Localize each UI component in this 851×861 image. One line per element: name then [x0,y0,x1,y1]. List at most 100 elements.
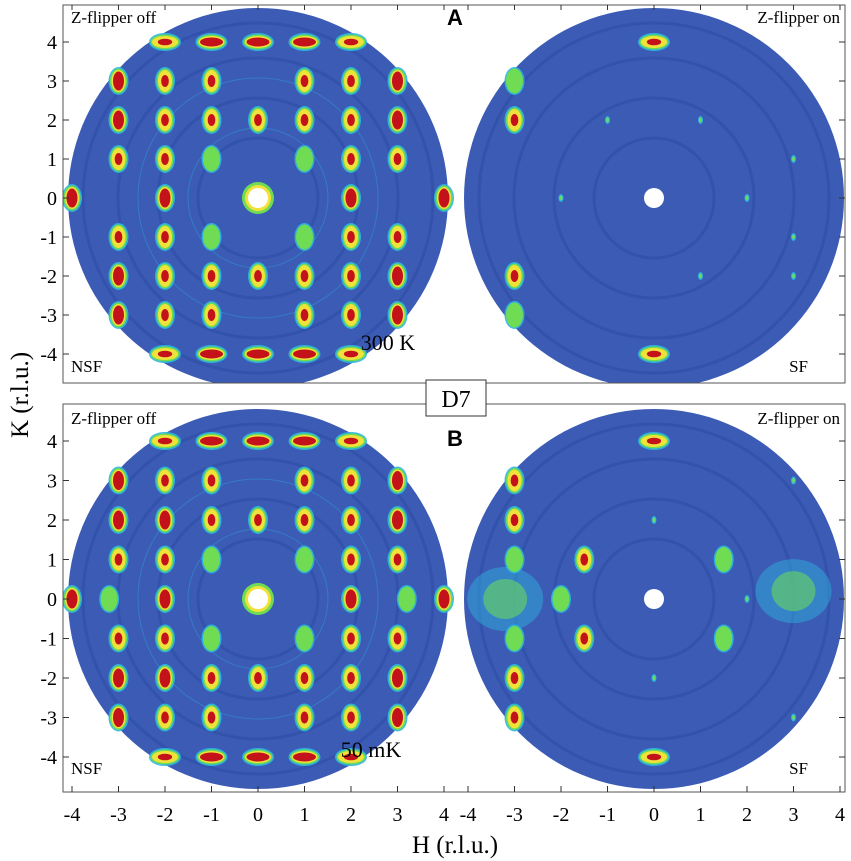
map-b-left [63,409,454,789]
x-tick-label: 0 [253,804,263,826]
y-axis-title: K (r.l.u.) [7,352,34,438]
x-tick-label: 3 [789,804,799,826]
bragg-peak [294,624,315,653]
bragg-peak [195,432,228,450]
bragg-peak [504,67,525,95]
x-tick-label: -2 [157,804,174,826]
bragg-peak [341,184,361,212]
bragg-peak [341,301,361,329]
bragg-peak [248,262,268,290]
y-tick-label: 1 [47,149,57,171]
beam-stop [644,188,664,208]
bragg-peak [387,262,408,290]
bragg-peak [201,703,222,732]
x-tick-label: 0 [649,804,659,826]
bragg-peak [744,595,750,603]
bragg-peak [387,545,408,574]
bragg-peak [791,272,796,280]
bragg-peak [248,106,268,134]
bragg-peak [195,748,228,766]
bragg-peak [791,476,796,485]
bragg-peak [551,585,571,613]
x-axis-title: H (r.l.u.) [412,832,498,859]
x-tick-label: -4 [64,804,81,826]
bragg-peak [504,106,525,134]
bragg-peak [155,664,175,692]
bragg-peak [201,545,222,574]
y-tick-label: 0 [47,188,57,210]
bragg-peak [155,301,175,329]
bragg-peak [108,106,129,134]
bragg-peak [108,145,129,173]
y-tick-label: -1 [40,629,57,651]
bragg-peak [638,33,670,51]
bragg-peak [335,748,367,766]
x-tick-label: 3 [393,804,403,826]
bragg-peak [341,703,361,732]
powder-ring [116,56,400,340]
bragg-peak [108,664,129,692]
bragg-peak [108,223,129,251]
bragg-peak [698,272,703,280]
diffuse-scattering-core [483,579,528,619]
diffuse-scattering-core [771,571,816,612]
bragg-peak [242,345,274,363]
bragg-peak [504,301,525,329]
bragg-peak [242,748,274,766]
bragg-peak [155,703,175,732]
map-a-left [63,8,454,383]
panel-a-label: A [447,5,463,30]
bragg-peak [396,585,417,613]
bragg-peak [149,33,181,51]
bragg-peak [713,545,734,574]
x-tick-label: 1 [300,804,310,826]
y-tick-label: 0 [47,589,57,611]
bragg-peak [341,145,361,173]
bragg-peak [294,664,315,692]
bragg-peak [155,545,175,574]
bragg-peak [335,345,367,363]
bragg-peak [387,223,408,251]
bragg-peak [341,67,361,95]
bragg-peak [288,345,321,363]
instrument-box [425,379,487,417]
bragg-peak [387,301,408,329]
bragg-peak [341,506,361,534]
bragg-peak [574,624,595,653]
bragg-peak [201,145,222,173]
bragg-peak [149,748,181,766]
instrument-label: D7 [441,387,470,413]
bragg-peak [155,466,175,495]
x-tick-label: 1 [696,804,706,826]
map-b-right [464,409,844,789]
y-tick-label: -3 [40,708,57,730]
bragg-peak [341,585,361,613]
y-tick-label: 2 [47,510,57,532]
bragg-peak [294,223,315,251]
bragg-peak [99,585,120,613]
bragg-peak [201,67,222,95]
y-tick-label: 4 [47,431,57,453]
bragg-peak [195,345,228,363]
bragg-peak [387,624,408,653]
y-tick-label: -4 [40,344,57,366]
bragg-peak [335,33,367,51]
powder-ring [196,136,320,260]
beam-stop [248,188,268,208]
bragg-peak [387,67,408,95]
bragg-peak [504,545,525,574]
panel-b-left-top-label: Z-flipper off [71,409,156,428]
y-tick-label: 4 [47,32,57,54]
bragg-peak [288,432,321,450]
powder-ring [477,21,831,375]
powder-ring [512,56,796,340]
bragg-peak [713,624,734,653]
bragg-peak [341,262,361,290]
bragg-peak [108,545,129,574]
bragg-peak [63,184,82,212]
x-tick-label: -1 [599,804,616,826]
panel-b-right-channel-label: SF [789,759,808,778]
y-tick-label: -1 [40,227,57,249]
bragg-peak [108,301,129,329]
